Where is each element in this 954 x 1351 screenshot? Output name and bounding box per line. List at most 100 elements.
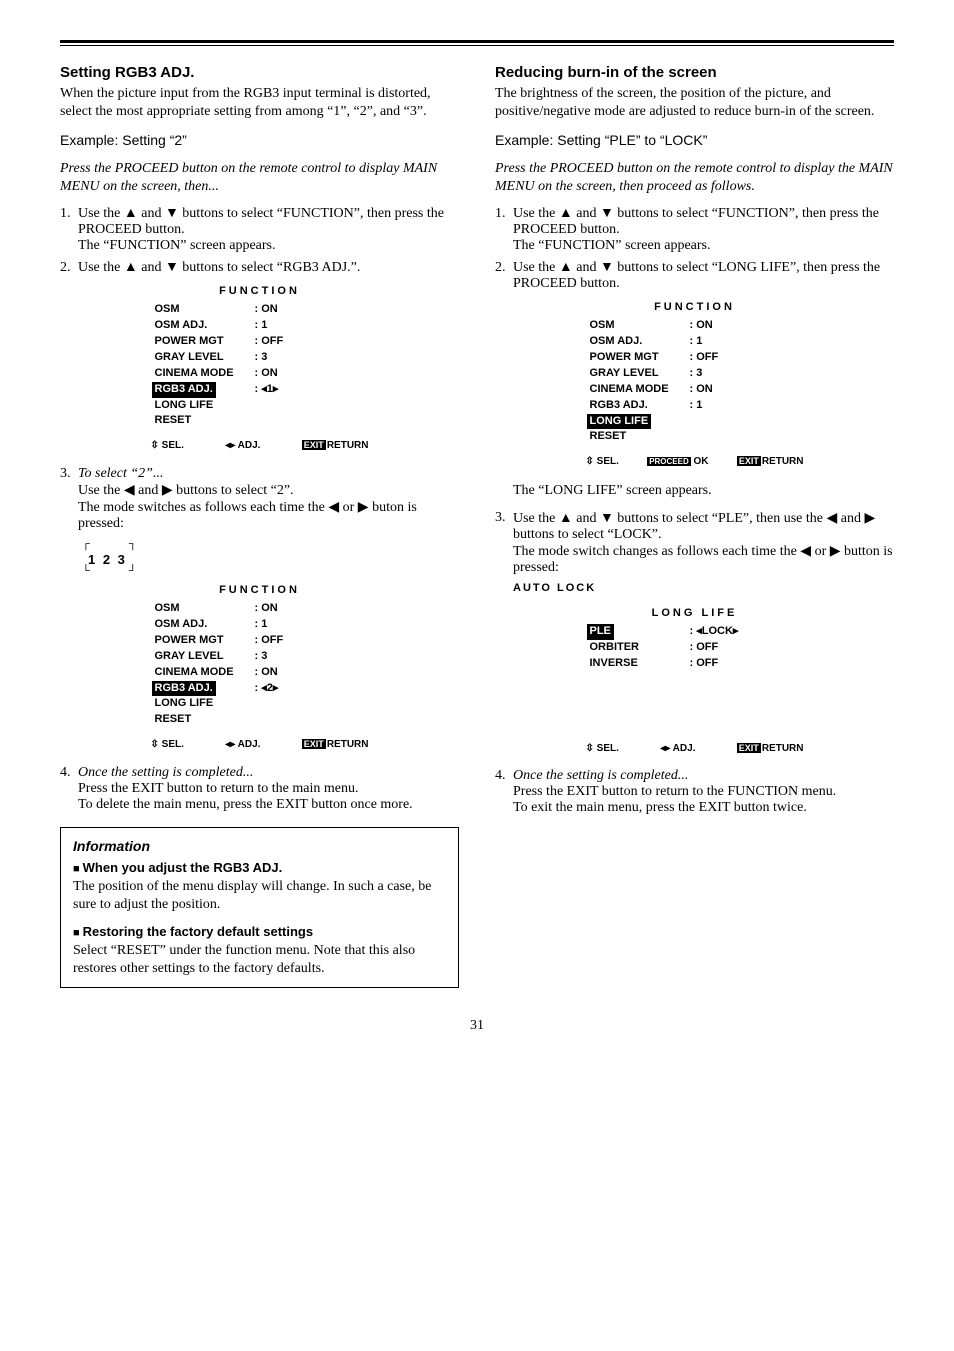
step-number: 3. <box>60 466 78 532</box>
step-head: Once the setting is completed... <box>513 768 688 783</box>
step-number: 2. <box>495 260 513 292</box>
menu-item-selected: LONG LIFE <box>587 414 652 430</box>
footer-sel: ⇳ SEL. <box>586 455 619 470</box>
menu-value: : ON <box>255 366 278 382</box>
menu-item: POWER MGT <box>145 633 255 649</box>
menu-title: FUNCTION <box>580 300 810 316</box>
step-text: The “FUNCTION” screen appears. <box>78 238 275 253</box>
step-number: 1. <box>495 206 513 254</box>
footer-return: EXITRETURN <box>737 742 804 757</box>
step-text: Use the ▲ and ▼ buttons to select “RGB3 … <box>78 260 360 275</box>
function-menu-right: FUNCTION OSM: ON OSM ADJ.: 1 POWER MGT: … <box>580 300 810 470</box>
right-step-3: 3. Use the ▲ and ▼ buttons to select “PL… <box>495 510 894 576</box>
menu-footer: ⇳ SEL. ◂▸ ADJ. EXITRETURN <box>580 742 810 757</box>
menu-value: : OFF <box>690 640 719 656</box>
footer-sel: ⇳ SEL. <box>151 439 184 454</box>
menu-item: ORBITER <box>580 640 690 656</box>
menu-value: : ON <box>690 382 713 398</box>
menu-item-selected: PLE <box>587 624 614 640</box>
footer-ok: PROCEED OK <box>647 455 708 470</box>
left-step-3: 3. To select “2”... Use the ◀ and ▶ butt… <box>60 466 459 532</box>
menu-item: RESET <box>580 429 690 445</box>
step-number: 4. <box>495 768 513 816</box>
right-example: Example: Setting “PLE” to “LOCK” <box>495 131 894 149</box>
menu-value: : OFF <box>690 656 719 672</box>
left-intro: When the picture input from the RGB3 inp… <box>60 85 459 121</box>
page-number: 31 <box>60 1018 894 1034</box>
menu-value: : 1 <box>255 318 268 334</box>
menu-value: : OFF <box>690 350 719 366</box>
menu-footer: ⇳ SEL. ◂▸ ADJ. EXITRETURN <box>145 738 375 753</box>
top-rule <box>60 40 894 46</box>
mode-list: AUTO LOCK <box>513 582 894 594</box>
step-head: To select “2”... <box>78 466 163 481</box>
step-text: Press the EXIT button to return to the m… <box>78 781 358 796</box>
menu-value: : 1 <box>690 398 703 414</box>
left-heading: Setting RGB3 ADJ. <box>60 64 459 81</box>
menu-title: FUNCTION <box>145 284 375 300</box>
longlife-menu: LONG LIFE PLE: ◂LOCK▸ ORBITER: OFF INVER… <box>580 606 810 756</box>
menu-item: OSM ADJ. <box>145 617 255 633</box>
menu-value: : 1 <box>690 334 703 350</box>
menu-title: LONG LIFE <box>580 606 810 622</box>
left-column: Setting RGB3 ADJ. When the picture input… <box>60 64 459 988</box>
step-number: 2. <box>60 260 78 276</box>
step-text: Use the ▲ and ▼ buttons to select “LONG … <box>513 260 880 291</box>
footer-adj: ◂▸ ADJ. <box>660 742 695 757</box>
menu-item: CINEMA MODE <box>145 665 255 681</box>
menu-value: : ◂2▸ <box>255 681 279 697</box>
menu-value: : ON <box>255 601 278 617</box>
footer-sel: ⇳ SEL. <box>151 738 184 753</box>
info-paragraph: Select “RESET” under the function menu. … <box>73 942 446 978</box>
menu-footer: ⇳ SEL. PROCEED OK EXITRETURN <box>580 455 810 470</box>
right-heading: Reducing burn-in of the screen <box>495 64 894 81</box>
menu-item: CINEMA MODE <box>145 366 255 382</box>
tick-marks: └ ┘ <box>82 565 459 577</box>
footer-return: EXITRETURN <box>737 455 804 470</box>
right-step-2: 2. Use the ▲ and ▼ buttons to select “LO… <box>495 260 894 292</box>
tick-marks: ┌ ┐ <box>82 538 459 550</box>
left-step-4: 4. Once the setting is completed... Pres… <box>60 765 459 813</box>
menu-item: LONG LIFE <box>145 696 255 712</box>
after-menu-text: The “LONG LIFE” screen appears. <box>513 482 894 500</box>
right-column: Reducing burn-in of the screen The brigh… <box>495 64 894 988</box>
menu-item: GRAY LEVEL <box>580 366 690 382</box>
menu-footer: ⇳ SEL. ◂▸ ADJ. EXITRETURN <box>145 439 375 454</box>
menu-title: FUNCTION <box>145 583 375 599</box>
step-number: 4. <box>60 765 78 813</box>
menu-item: LONG LIFE <box>145 398 255 414</box>
menu-item: RESET <box>145 413 255 429</box>
menu-item: RGB3 ADJ. <box>580 398 690 414</box>
menu-value: : ◂1▸ <box>255 382 279 398</box>
menu-item: OSM ADJ. <box>580 334 690 350</box>
menu-value: : ON <box>690 318 713 334</box>
menu-value: : OFF <box>255 334 284 350</box>
footer-adj: ◂▸ ADJ. <box>225 738 260 753</box>
footer-return: EXITRETURN <box>302 738 369 753</box>
menu-item: OSM <box>580 318 690 334</box>
footer-return: EXITRETURN <box>302 439 369 454</box>
info-paragraph: The position of the menu display will ch… <box>73 878 446 914</box>
step-text: Use the ◀ and ▶ buttons to select “2”. <box>78 483 294 498</box>
step-number: 1. <box>60 206 78 254</box>
menu-item: POWER MGT <box>145 334 255 350</box>
right-step-1: 1. Use the ▲ and ▼ buttons to select “FU… <box>495 206 894 254</box>
menu-item-selected: RGB3 ADJ. <box>152 382 216 398</box>
left-example: Example: Setting “2” <box>60 131 459 149</box>
step-text: The mode switches as follows each time t… <box>78 500 417 531</box>
left-step-2: 2. Use the ▲ and ▼ buttons to select “RG… <box>60 260 459 276</box>
menu-item: OSM <box>145 302 255 318</box>
step-text: Use the ▲ and ▼ buttons to select “FUNCT… <box>78 206 444 237</box>
menu-item: CINEMA MODE <box>580 382 690 398</box>
information-box: Information ■When you adjust the RGB3 AD… <box>60 827 459 988</box>
menu-item: OSM ADJ. <box>145 318 255 334</box>
menu-value: : 3 <box>255 350 268 366</box>
info-title: Information <box>73 838 446 854</box>
menu-value: : ON <box>255 665 278 681</box>
menu-item: GRAY LEVEL <box>145 350 255 366</box>
menu-value: : 3 <box>255 649 268 665</box>
right-step-4: 4. Once the setting is completed... Pres… <box>495 768 894 816</box>
left-step-1: 1. Use the ▲ and ▼ buttons to select “FU… <box>60 206 459 254</box>
menu-value: : ◂LOCK▸ <box>690 624 739 640</box>
menu-value: : 1 <box>255 617 268 633</box>
